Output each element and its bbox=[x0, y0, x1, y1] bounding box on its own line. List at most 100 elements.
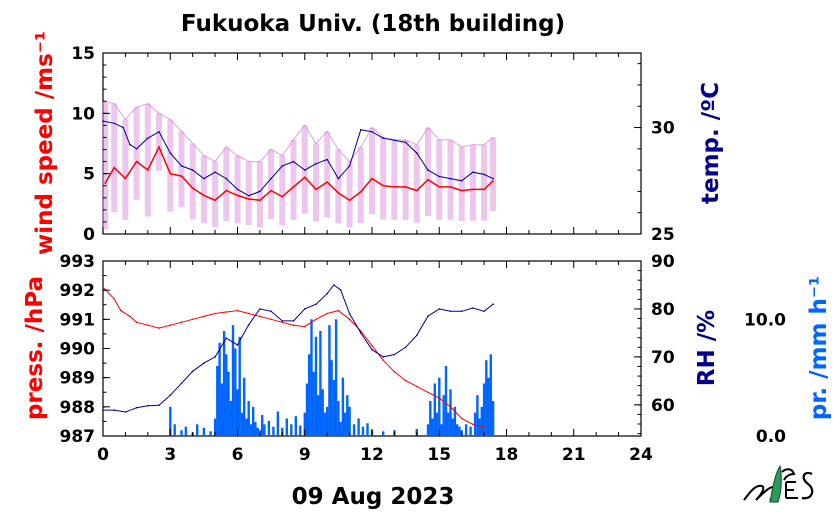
left-y-tick-label: 989 bbox=[60, 369, 96, 389]
temperature-line-point bbox=[259, 190, 261, 193]
humidity-line-point bbox=[169, 394, 172, 397]
wind-mean-line-point bbox=[360, 191, 362, 193]
wind-temp-axis-ticks: 0 5 10 15 25 30 bbox=[71, 44, 675, 245]
precipitation-bar bbox=[366, 423, 369, 436]
precipitation-bar bbox=[426, 424, 430, 436]
right-y-tick-label: 90 bbox=[651, 252, 675, 272]
precipitation-bar bbox=[314, 336, 318, 436]
x-axis-label: 09 Aug 2023 bbox=[292, 484, 455, 510]
pressure-axis-label: press. /hPa bbox=[22, 276, 48, 420]
temperature-line-point bbox=[147, 137, 149, 139]
precip-tick-label: 10.0 bbox=[744, 310, 786, 330]
temperature-line-point bbox=[348, 165, 351, 167]
temperature-line-point bbox=[460, 180, 463, 182]
pressure-line-point bbox=[304, 325, 306, 328]
precipitation-bar bbox=[294, 416, 297, 436]
left-y-tick-label: 992 bbox=[60, 281, 96, 301]
wind-mean-line-point bbox=[236, 194, 239, 197]
pressure-line-point bbox=[135, 321, 138, 324]
wind-gust-line-point bbox=[259, 160, 261, 163]
pressure-line-point bbox=[449, 406, 452, 408]
x-tick-label: 18 bbox=[495, 445, 519, 465]
left-y-tick-label: 991 bbox=[60, 310, 96, 330]
pressure-line-point bbox=[270, 318, 272, 321]
precipitation-bar bbox=[281, 427, 284, 436]
precipitation-bar bbox=[444, 366, 448, 436]
pressure-line-point bbox=[427, 391, 429, 394]
left-y-tick-label: 0 bbox=[83, 225, 95, 245]
wind-mean-line-point bbox=[225, 189, 228, 192]
temperature-line-point bbox=[371, 131, 373, 133]
temperature-line-point bbox=[203, 177, 205, 180]
wind-gust-line-point bbox=[404, 139, 407, 141]
humidity-line-point bbox=[393, 353, 396, 356]
pressure-line-point bbox=[180, 321, 183, 324]
humidity-line-point bbox=[124, 411, 127, 413]
wind-gust-line-point bbox=[315, 142, 317, 145]
x-tick-label: 0 bbox=[97, 445, 109, 465]
precipitation-bar bbox=[348, 406, 351, 436]
precipitation-bar bbox=[487, 377, 490, 436]
precipitation-bar bbox=[310, 319, 313, 436]
humidity-line-point bbox=[492, 303, 494, 306]
precipitation-bar bbox=[447, 412, 450, 436]
temperature-axis-label: temp. /ºC bbox=[698, 82, 724, 204]
precipitation-bar bbox=[290, 424, 293, 436]
precipitation-bar bbox=[469, 426, 472, 436]
wind-gust-line-point bbox=[147, 102, 149, 105]
wind-gust-line-point bbox=[270, 148, 272, 151]
wind-gust-line-point bbox=[247, 160, 250, 163]
pressure-line-point bbox=[225, 311, 228, 313]
precipitation-bar bbox=[218, 342, 221, 436]
temperature-line-point bbox=[225, 177, 228, 180]
temperature-line-point bbox=[382, 137, 385, 139]
wind-gust-line-point bbox=[360, 146, 362, 148]
wind-mean-line-point bbox=[124, 177, 127, 180]
wind-gust-line-point bbox=[492, 136, 494, 139]
wind-mean-line-point bbox=[492, 180, 494, 182]
pressure-line-point bbox=[438, 397, 441, 399]
humidity-line-point bbox=[247, 324, 250, 326]
precipitation-bar bbox=[222, 331, 226, 436]
pressure-line-point bbox=[191, 318, 194, 321]
right-y-tick-label: 30 bbox=[651, 119, 675, 139]
chart-title: Fukuoka Univ. (18th building) bbox=[181, 11, 565, 37]
wind-mean-line-point bbox=[382, 184, 385, 187]
precipitation-bar bbox=[245, 418, 248, 436]
precipitation-bar bbox=[213, 418, 217, 436]
precipitation-bar bbox=[328, 325, 331, 436]
wind-mean-line-point bbox=[104, 182, 106, 185]
pressure-line-point bbox=[203, 315, 205, 318]
wind-gust-line-point bbox=[416, 143, 418, 146]
precipitation-bar bbox=[341, 377, 345, 436]
humidity-line-point bbox=[113, 409, 115, 411]
left-y-tick-label: 15 bbox=[71, 44, 95, 64]
wind-temp-series-group bbox=[102, 100, 497, 230]
humidity-line-point bbox=[371, 348, 373, 351]
temperature-line-point bbox=[247, 194, 250, 197]
pressure-line-point bbox=[371, 344, 373, 347]
precipitation-bar bbox=[382, 431, 385, 436]
humidity-line-point bbox=[360, 332, 362, 334]
precipitation-bar bbox=[458, 426, 461, 436]
wind-mean-line-point bbox=[472, 188, 474, 191]
right-y-tick-label: 70 bbox=[651, 348, 675, 368]
wind-mean-line-point bbox=[460, 189, 463, 192]
humidity-line-point bbox=[449, 310, 452, 313]
wind-mean-line-point bbox=[214, 199, 216, 201]
precipitation-bar bbox=[202, 427, 206, 436]
wind-gust-line-point bbox=[427, 127, 429, 129]
precipitation-bar bbox=[442, 395, 445, 436]
wind-gust-line-point bbox=[214, 160, 216, 163]
precipitation-bar bbox=[236, 389, 239, 436]
temperature-line-point bbox=[169, 152, 172, 154]
temperature-line-point bbox=[135, 148, 138, 150]
precipitation-bar bbox=[238, 336, 241, 436]
pressure-line-point bbox=[113, 298, 115, 300]
precipitation-bar bbox=[234, 348, 237, 436]
temperature-line-point bbox=[315, 162, 317, 165]
wind-gust-line-point bbox=[236, 154, 239, 157]
precipitation-bar bbox=[431, 418, 434, 436]
pressure-line-point bbox=[292, 324, 295, 327]
wind-gust-line-point bbox=[304, 124, 306, 127]
